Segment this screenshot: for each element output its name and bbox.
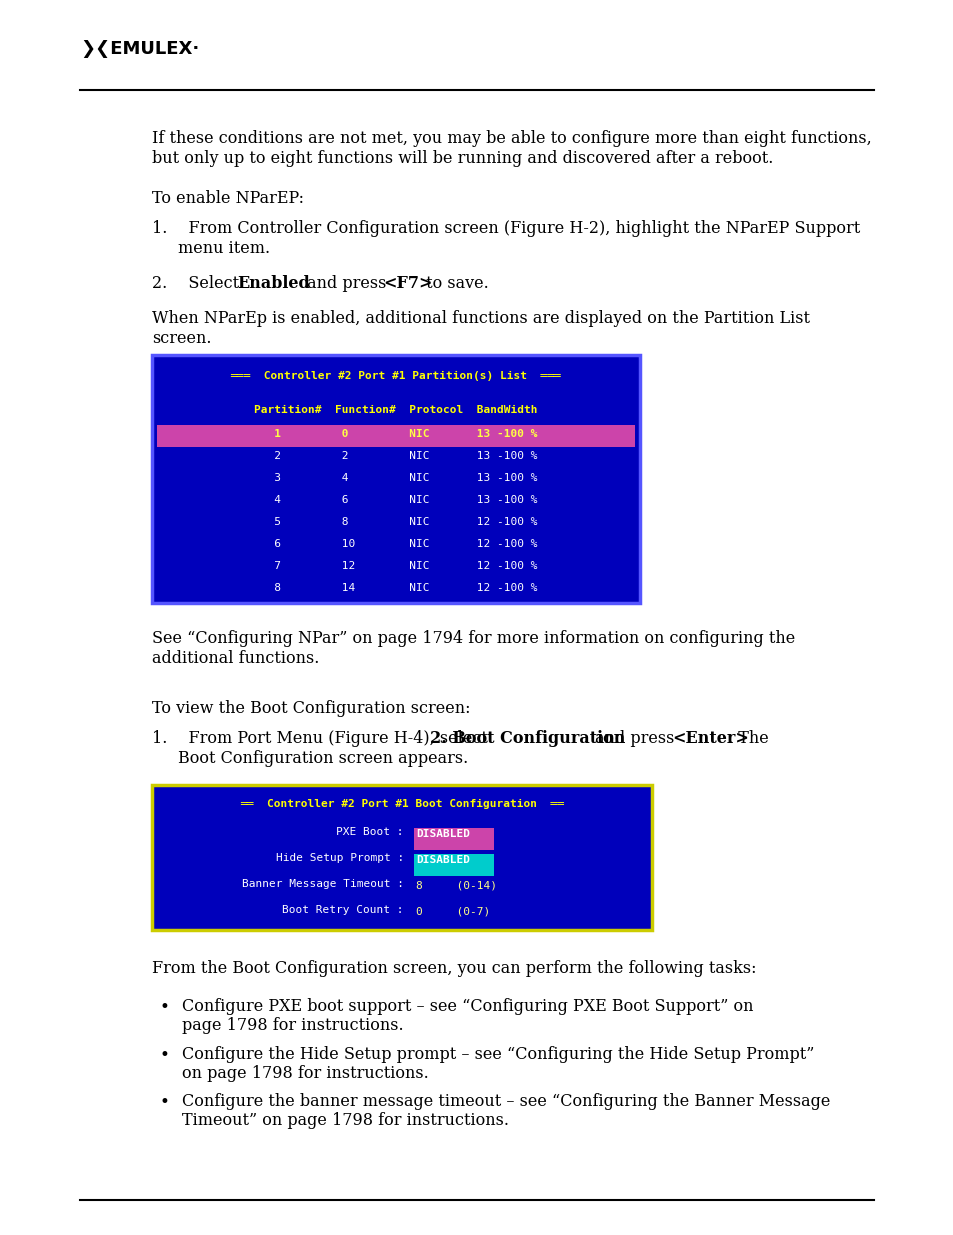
Text: Banner Message Timeout :: Banner Message Timeout :	[242, 879, 403, 889]
Bar	[152, 785, 651, 930]
Text: When NParEp is enabled, additional functions are displayed on the Partition List: When NParEp is enabled, additional funct…	[152, 310, 809, 327]
Text: 0     (0-7): 0 (0-7)	[416, 906, 490, 918]
Text: menu item.: menu item.	[178, 240, 270, 257]
Text: Boot Configuration screen appears.: Boot Configuration screen appears.	[178, 750, 468, 767]
Text: 1.  From Controller Configuration screen (Figure H-2), highlight the NParEP Supp: 1. From Controller Configuration screen …	[152, 220, 860, 237]
Text: From the Boot Configuration screen, you can perform the following tasks:: From the Boot Configuration screen, you …	[152, 960, 756, 977]
Text: Hide Setup Prompt :: Hide Setup Prompt :	[275, 853, 403, 863]
Bar	[414, 827, 494, 850]
Text: . The: . The	[727, 730, 768, 747]
Text: To enable NParEP:: To enable NParEP:	[152, 190, 304, 207]
Text: 2.  Select: 2. Select	[152, 275, 244, 291]
Bar	[152, 354, 639, 603]
Text: <Enter>: <Enter>	[671, 730, 748, 747]
Text: Configure PXE boot support – see “Configuring PXE Boot Support” on: Configure PXE boot support – see “Config…	[182, 998, 753, 1015]
Text: •: •	[160, 998, 170, 1016]
Text: 4         6         NIC       13 -100 %: 4 6 NIC 13 -100 %	[254, 495, 537, 505]
Text: Partition#  Function#  Protocol  BandWidth: Partition# Function# Protocol BandWidth	[254, 405, 537, 415]
Bar	[414, 853, 494, 876]
Text: to save.: to save.	[420, 275, 488, 291]
Text: 2. Boot Configuration: 2. Boot Configuration	[430, 730, 625, 747]
Text: <F7>: <F7>	[382, 275, 432, 291]
Text: 8     (0-14): 8 (0-14)	[416, 881, 497, 890]
Text: ═══  Controller #2 Port #1 Partition(s) List  ═══: ═══ Controller #2 Port #1 Partition(s) L…	[231, 370, 560, 382]
Text: 1.  From Port Menu (Figure H-4), select: 1. From Port Menu (Figure H-4), select	[152, 730, 493, 747]
Text: 1         0         NIC       13 -100 %: 1 0 NIC 13 -100 %	[254, 429, 537, 438]
Text: ❯❮EMULEX·: ❯❮EMULEX·	[80, 40, 199, 58]
Text: See “Configuring NPar” on page 1794 for more information on configuring the: See “Configuring NPar” on page 1794 for …	[152, 630, 795, 647]
Text: To view the Boot Configuration screen:: To view the Boot Configuration screen:	[152, 700, 470, 718]
Text: ══  Controller #2 Port #1 Boot Configuration  ══: ══ Controller #2 Port #1 Boot Configurat…	[240, 799, 563, 809]
Text: Enabled: Enabled	[236, 275, 310, 291]
Bar	[157, 425, 635, 447]
Text: DISABLED: DISABLED	[416, 855, 470, 864]
Text: and press: and press	[589, 730, 679, 747]
Text: If these conditions are not met, you may be able to configure more than eight fu: If these conditions are not met, you may…	[152, 130, 871, 147]
Text: but only up to eight functions will be running and discovered after a reboot.: but only up to eight functions will be r…	[152, 149, 773, 167]
Text: Timeout” on page 1798 for instructions.: Timeout” on page 1798 for instructions.	[182, 1112, 509, 1129]
Text: DISABLED: DISABLED	[416, 829, 470, 839]
Text: additional functions.: additional functions.	[152, 650, 319, 667]
Text: •: •	[160, 1046, 170, 1065]
Text: 2         2         NIC       13 -100 %: 2 2 NIC 13 -100 %	[254, 451, 537, 461]
Text: 6         10        NIC       12 -100 %: 6 10 NIC 12 -100 %	[254, 538, 537, 550]
Text: Configure the banner message timeout – see “Configuring the Banner Message: Configure the banner message timeout – s…	[182, 1093, 829, 1110]
Text: 8         14        NIC       12 -100 %: 8 14 NIC 12 -100 %	[254, 583, 537, 593]
Text: screen.: screen.	[152, 330, 212, 347]
Text: PXE Boot :: PXE Boot :	[336, 827, 403, 837]
Text: Configure the Hide Setup prompt – see “Configuring the Hide Setup Prompt”: Configure the Hide Setup prompt – see “C…	[182, 1046, 814, 1063]
Text: and press: and press	[302, 275, 391, 291]
Text: 3         4         NIC       13 -100 %: 3 4 NIC 13 -100 %	[254, 473, 537, 483]
Text: on page 1798 for instructions.: on page 1798 for instructions.	[182, 1065, 428, 1082]
Text: Boot Retry Count :: Boot Retry Count :	[282, 905, 403, 915]
Text: 7         12        NIC       12 -100 %: 7 12 NIC 12 -100 %	[254, 561, 537, 571]
Text: 5         8         NIC       12 -100 %: 5 8 NIC 12 -100 %	[254, 517, 537, 527]
Text: page 1798 for instructions.: page 1798 for instructions.	[182, 1016, 403, 1034]
Text: •: •	[160, 1093, 170, 1112]
